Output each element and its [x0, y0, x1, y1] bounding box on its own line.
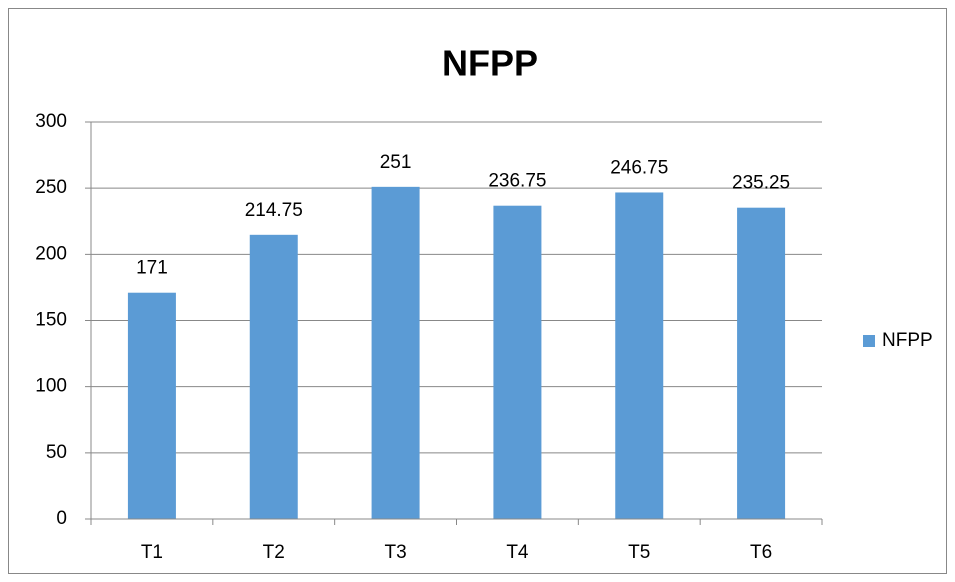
data-label: 235.25 [732, 173, 790, 194]
x-tick-label: T3 [384, 542, 406, 563]
bar [493, 205, 542, 519]
x-tick-label: T4 [506, 542, 529, 563]
data-label: 214.75 [245, 200, 303, 221]
legend-swatch [863, 335, 875, 347]
data-label: 236.75 [488, 171, 546, 192]
y-tick-label: 0 [56, 508, 67, 529]
bar [737, 207, 786, 519]
x-tick-label: T5 [628, 542, 650, 563]
legend-label: NFPP [882, 330, 933, 351]
y-tick-label: 300 [35, 111, 67, 132]
y-tick-label: 100 [35, 376, 67, 397]
bar [371, 186, 420, 520]
bar [249, 234, 298, 520]
x-tick-label: T2 [263, 542, 285, 563]
y-tick-label: 150 [35, 310, 67, 331]
chart-title: NFPP [442, 43, 538, 84]
bar [127, 292, 176, 519]
x-tick-label: T6 [750, 542, 772, 563]
data-label: 251 [380, 152, 412, 173]
y-tick-label: 200 [35, 243, 67, 264]
x-tick-label: T1 [141, 542, 163, 563]
y-tick-label: 250 [35, 177, 67, 198]
data-label: 246.75 [610, 157, 668, 178]
bar [615, 192, 664, 519]
data-label: 171 [136, 258, 168, 279]
y-tick-label: 50 [46, 442, 67, 463]
